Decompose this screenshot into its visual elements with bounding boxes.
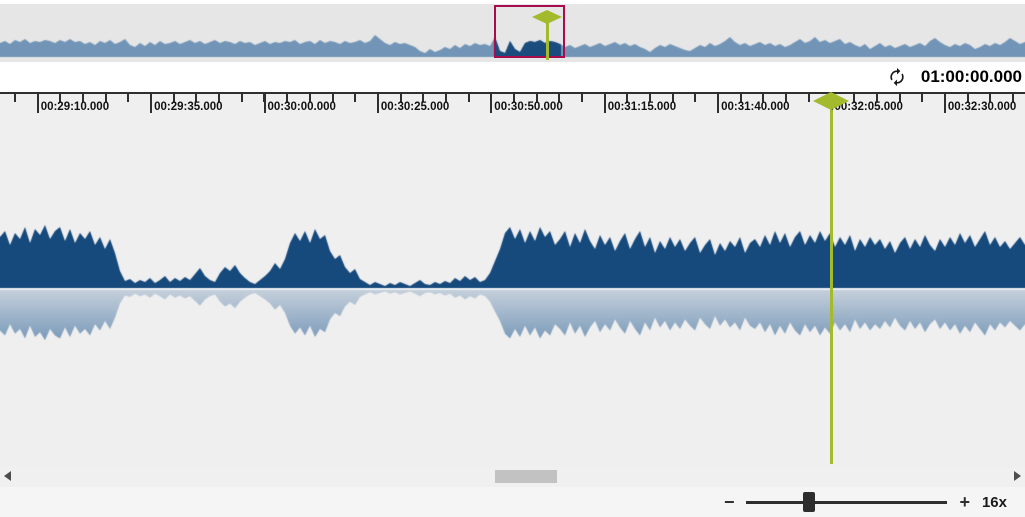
current-time-display: 01:00:00.000 bbox=[920, 67, 1022, 86]
zoom-out-button[interactable]: − bbox=[723, 492, 735, 512]
timeline-minor-tick bbox=[853, 94, 856, 102]
timeline-minor-tick bbox=[558, 94, 561, 102]
main-playhead[interactable] bbox=[830, 110, 833, 464]
timeline-major-tick bbox=[943, 94, 946, 113]
timeline-major-tick bbox=[376, 94, 379, 113]
overview-waveform[interactable] bbox=[0, 4, 1025, 62]
timeline-minor-tick bbox=[467, 94, 470, 102]
timeline-minor-tick bbox=[331, 94, 334, 102]
timeline-label: 00:30:25.000 bbox=[380, 101, 450, 113]
timeline-minor-tick bbox=[512, 94, 515, 102]
timeline-minor-tick bbox=[762, 94, 765, 102]
timeline-minor-tick bbox=[59, 94, 62, 102]
timeline-minor-tick bbox=[127, 94, 130, 102]
timeline-label: 00:32:05.000 bbox=[834, 101, 903, 113]
timeline-label: 00:29:10.000 bbox=[40, 101, 110, 113]
timeline-label: 00:30:50.000 bbox=[494, 101, 563, 113]
timeline-minor-tick bbox=[104, 94, 107, 102]
timeline-minor-tick bbox=[399, 94, 402, 102]
timeline-minor-tick bbox=[82, 94, 85, 102]
overview-waveform-canvas[interactable] bbox=[0, 4, 1025, 62]
timeline-major-tick bbox=[490, 94, 493, 113]
timeline-major-tick bbox=[717, 94, 720, 113]
bottom-bar: − + 16x bbox=[0, 487, 1025, 517]
scroll-left-arrow-icon[interactable] bbox=[4, 471, 11, 481]
timeline-minor-tick bbox=[694, 94, 697, 102]
timeline-minor-tick bbox=[989, 94, 992, 102]
overview-playhead[interactable] bbox=[546, 17, 549, 60]
timeline-label: 00:29:35.000 bbox=[154, 101, 223, 113]
timeline-minor-tick bbox=[875, 94, 878, 102]
timeline-minor-tick bbox=[626, 94, 629, 102]
zoom-control: − + 16x bbox=[724, 487, 1007, 517]
diamond-marker-icon[interactable] bbox=[532, 10, 562, 24]
timeline-minor-tick bbox=[785, 94, 788, 102]
timeline-minor-tick bbox=[1011, 94, 1014, 102]
scroll-right-arrow-icon[interactable] bbox=[1014, 471, 1021, 481]
zoom-level-label: 16x bbox=[981, 493, 1007, 511]
timeline-major-tick bbox=[263, 94, 266, 113]
horizontal-scrollbar[interactable] bbox=[0, 467, 1025, 487]
timeline-minor-tick bbox=[240, 94, 243, 102]
timeline-minor-tick bbox=[807, 94, 810, 102]
zoom-slider[interactable] bbox=[746, 491, 948, 513]
timeline-major-tick bbox=[603, 94, 606, 113]
timeline-label: 00:31:15.000 bbox=[607, 101, 677, 113]
timeline-minor-tick bbox=[354, 94, 357, 102]
zoom-slider-track[interactable] bbox=[746, 501, 948, 504]
zoom-in-button[interactable]: + bbox=[959, 492, 970, 512]
scrollbar-thumb[interactable] bbox=[495, 470, 557, 483]
timeline-minor-tick bbox=[286, 94, 289, 102]
timeline-major-tick bbox=[150, 94, 153, 113]
timeline-minor-tick bbox=[535, 94, 538, 102]
timeline-minor-tick bbox=[581, 94, 583, 102]
timeline-minor-tick bbox=[14, 94, 16, 102]
timeline-minor-tick bbox=[898, 94, 901, 102]
timeline-label: 00:31:40.000 bbox=[721, 101, 790, 113]
refresh-button[interactable] bbox=[886, 66, 908, 88]
timeline-label: 00:32:30.000 bbox=[947, 101, 1017, 113]
diamond-marker-icon[interactable] bbox=[813, 92, 849, 110]
timeline-minor-tick bbox=[172, 94, 175, 102]
timeline-minor-tick bbox=[739, 94, 742, 102]
zoomview-waveform[interactable]: 00:29:10.000 00:29:35.000 00:30:00.000 00:3… bbox=[0, 92, 1025, 467]
zoom-slider-thumb[interactable] bbox=[803, 492, 816, 512]
timeline-minor-tick bbox=[422, 94, 425, 102]
timeline-minor-tick bbox=[966, 94, 969, 102]
header-bar: 01:00:00.000 bbox=[0, 62, 1025, 92]
transport-readout: 01:00:00.000 bbox=[886, 62, 1022, 92]
timeline-minor-tick bbox=[921, 94, 924, 102]
overview-viewport-rect[interactable] bbox=[494, 5, 565, 58]
timeline-minor-tick bbox=[308, 94, 311, 102]
timeline-minor-tick bbox=[649, 94, 652, 102]
refresh-icon bbox=[890, 67, 904, 87]
timeline-minor-tick bbox=[671, 94, 674, 102]
timeline-minor-tick bbox=[444, 94, 447, 102]
timeline-minor-tick bbox=[195, 94, 198, 102]
timeline-ruler[interactable]: 00:29:10.000 00:29:35.000 00:30:00.000 00:3… bbox=[0, 92, 1025, 114]
timeline-major-tick bbox=[36, 94, 39, 113]
timeline-label: 00:30:00.000 bbox=[267, 101, 336, 113]
timeline-minor-tick bbox=[218, 94, 221, 102]
zoomview-waveform-canvas[interactable] bbox=[0, 92, 1025, 467]
